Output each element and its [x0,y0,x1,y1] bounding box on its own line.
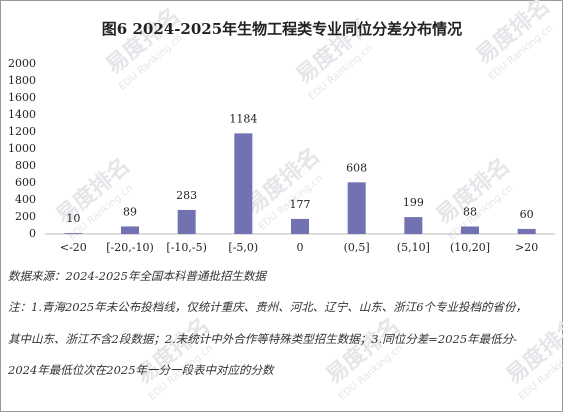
bar [121,226,139,234]
data-label: 88 [463,206,477,219]
x-tick-label: <-20 [60,241,87,254]
y-tick-label: 1000 [8,142,36,155]
x-tick-label: [-10,-5) [166,241,207,254]
bar [64,233,83,234]
y-tick-label: 1800 [8,74,36,87]
y-tick-label: 1400 [8,108,36,121]
data-label: 608 [346,161,367,174]
note-line: 注：1.青海2025年未公布投档线，仅统计重庆、贵州、河北、辽宁、山东、浙江6个… [8,300,527,314]
y-tick-label: 600 [15,176,36,189]
y-tick-label: 0 [29,227,36,240]
data-label: 283 [176,189,197,202]
x-tick-label: [-5,0) [228,241,258,254]
y-tick-label: 400 [15,193,36,206]
y-tick-label: 2000 [8,57,36,70]
data-label: 177 [290,198,311,211]
source: 数据来源：2024-2025年全国本科普通批招生数据 [8,269,267,283]
data-label: 60 [520,208,534,221]
y-tick-label: 800 [15,159,36,172]
y-tick-label: 1600 [8,91,36,104]
bar [347,182,366,234]
data-label: 199 [403,196,424,209]
chart-title: 图6 2024-2025年生物工程类专业同位分差分布情况 [102,20,462,38]
data-label: 89 [123,205,137,218]
x-tick-label: 0 [297,241,304,254]
bar [291,218,309,234]
bar [517,228,536,234]
x-tick-label: [-20,-10) [106,241,154,254]
x-tick-label: >20 [515,241,538,254]
y-tick-label: 1200 [8,125,36,138]
bar [404,217,423,234]
bar [177,209,196,234]
data-label: 10 [66,212,80,225]
bar [234,133,253,234]
x-tick-label: (10,20] [450,241,490,254]
note-line: 2024年最低位次在2025年一分一段表中对应的分数 [7,363,275,377]
data-label: 1184 [229,112,257,125]
x-tick-label: (5,10] [397,241,430,254]
bar [461,226,479,234]
y-tick-label: 200 [15,210,36,223]
x-tick-label: (0,5] [344,241,370,254]
note-line: 其中山东、浙江不含2段数据；2.未统计中外合作等特殊类型招生数据；3.同位分差=… [8,332,517,346]
